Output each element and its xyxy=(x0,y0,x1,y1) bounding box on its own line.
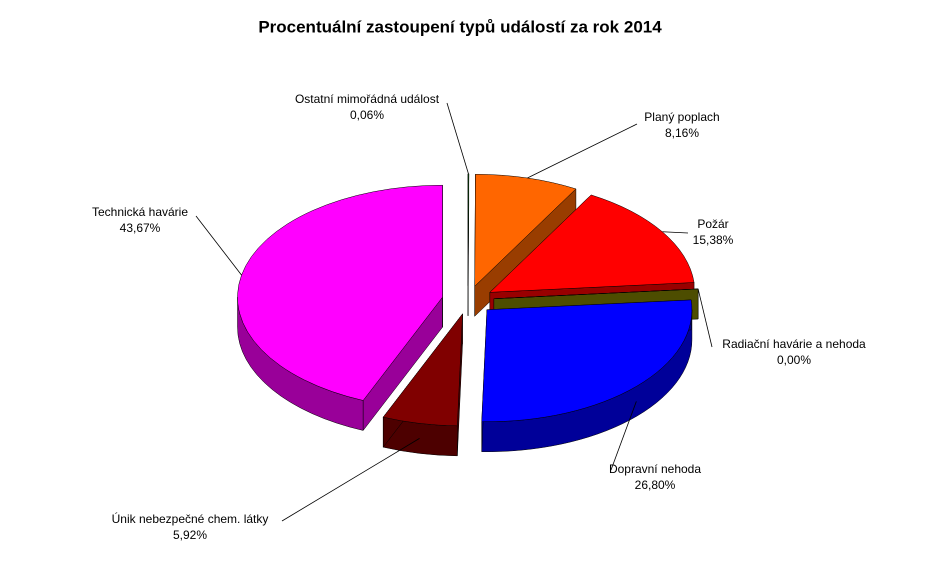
slice-value-label: 0,00% xyxy=(777,353,811,367)
slice xyxy=(481,299,693,422)
leader-line xyxy=(697,288,713,348)
leader-line xyxy=(195,215,242,276)
slice-label: Technická havárie xyxy=(92,205,188,219)
slice-label: Planý poplach xyxy=(644,110,719,124)
slice-label: Radiační havárie a nehoda xyxy=(722,337,866,351)
slice-value-label: 5,92% xyxy=(173,528,207,542)
leader-line xyxy=(662,231,689,234)
slice-label: Požár xyxy=(697,217,728,231)
leader-line xyxy=(281,438,420,522)
slice xyxy=(382,313,463,427)
slice-value-label: 43,67% xyxy=(120,221,161,235)
slice xyxy=(474,174,577,287)
leader-line xyxy=(610,401,637,471)
slice-value-label: 15,38% xyxy=(693,233,734,247)
slice xyxy=(237,184,443,401)
slice-label: Ostatní mimořádná událost xyxy=(295,92,440,106)
leader-line xyxy=(527,123,638,179)
leader-line xyxy=(446,102,469,174)
slice xyxy=(489,194,695,293)
slice-label: Únik nebezpečné chem. látky xyxy=(112,511,269,526)
chart-title: Procentuální zastoupení typů událostí za… xyxy=(258,17,662,36)
slice-value-label: 26,80% xyxy=(635,478,676,492)
slice-value-label: 0,06% xyxy=(350,108,384,122)
slice-value-label: 8,16% xyxy=(665,126,699,140)
pie-tops xyxy=(237,173,699,427)
slice-label: Dopravní nehoda xyxy=(609,462,701,476)
